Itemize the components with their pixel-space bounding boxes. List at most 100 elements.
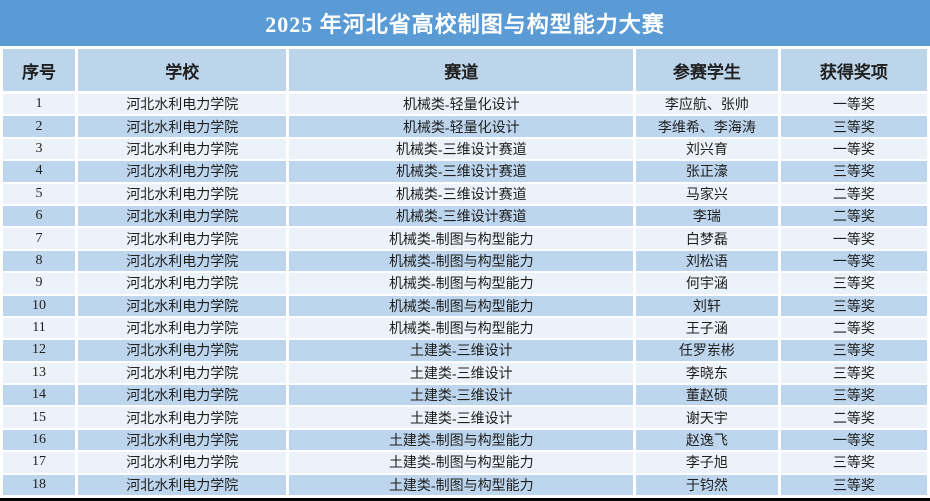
track-cell: 机械类-制图与构型能力: [287, 272, 637, 296]
row-number-cell: 18: [1, 473, 79, 496]
school-cell: 河北水利电力学院: [76, 384, 290, 408]
row-number-cell: 8: [1, 249, 79, 274]
table-row: 15 河北水利电力学院 土建类-三维设计 谢天宇 二等奖: [1, 406, 930, 430]
school-cell: 河北水利电力学院: [76, 272, 290, 296]
track-cell: 机械类-轻量化设计: [287, 115, 637, 139]
school-cell: 河北水利电力学院: [76, 92, 290, 117]
track-cell: 机械类-三维设计赛道: [287, 204, 637, 229]
award-cell: 一等奖: [779, 137, 930, 162]
table-row: 12 河北水利电力学院 土建类-三维设计 任罗岽彬 三等奖: [1, 339, 930, 363]
row-number-cell: 9: [1, 272, 79, 296]
table-row: 5 河北水利电力学院 机械类-三维设计赛道 马家兴 二等奖: [1, 182, 930, 206]
students-cell: 董赵硕: [634, 384, 781, 408]
row-number-cell: 4: [1, 160, 79, 184]
row-number-cell: 15: [1, 406, 79, 430]
students-cell: 刘兴育: [634, 137, 781, 162]
table-row: 10 河北水利电力学院 机械类-制图与构型能力 刘轩 三等奖: [1, 294, 930, 318]
award-cell: 三等奖: [779, 160, 930, 184]
students-cell: 李晓东: [634, 361, 781, 386]
column-header-award: 获得奖项: [779, 49, 930, 94]
track-cell: 机械类-制图与构型能力: [287, 316, 637, 341]
students-cell: 王子涵: [634, 316, 781, 341]
row-number-cell: 14: [1, 384, 79, 408]
students-cell: 刘松语: [634, 249, 781, 274]
students-cell: 马家兴: [634, 182, 781, 206]
award-cell: 三等奖: [779, 473, 930, 496]
table-row: 6 河北水利电力学院 机械类-三维设计赛道 李瑞 二等奖: [1, 204, 930, 229]
school-cell: 河北水利电力学院: [76, 137, 290, 162]
table-row: 11 河北水利电力学院 机械类-制图与构型能力 王子涵 二等奖: [1, 316, 930, 341]
row-number-cell: 1: [1, 92, 79, 117]
students-cell: 于钧然: [634, 473, 781, 496]
title-bar: 2025 年河北省高校制图与构型能力大赛: [0, 0, 930, 49]
row-number-cell: 3: [1, 137, 79, 162]
award-cell: 一等奖: [779, 92, 930, 117]
track-cell: 土建类-三维设计: [287, 361, 637, 386]
students-cell: 刘轩: [634, 294, 781, 318]
row-number-cell: 7: [1, 227, 79, 251]
row-number-cell: 2: [1, 115, 79, 139]
column-header-track: 赛道: [287, 49, 637, 94]
table-header: 序号 学校 赛道 参赛学生 获得奖项: [1, 49, 930, 94]
school-cell: 河北水利电力学院: [76, 316, 290, 341]
column-header-no: 序号: [1, 49, 79, 94]
table-row: 17 河北水利电力学院 土建类-制图与构型能力 李子旭 三等奖: [1, 451, 930, 475]
award-cell: 二等奖: [779, 316, 930, 341]
students-cell: 赵逸飞: [634, 428, 781, 453]
header-row: 序号 学校 赛道 参赛学生 获得奖项: [1, 49, 930, 94]
school-cell: 河北水利电力学院: [76, 204, 290, 229]
row-number-cell: 16: [1, 428, 79, 453]
award-cell: 三等奖: [779, 451, 930, 475]
row-number-cell: 11: [1, 316, 79, 341]
track-cell: 土建类-制图与构型能力: [287, 473, 637, 496]
table-row: 3 河北水利电力学院 机械类-三维设计赛道 刘兴育 一等奖: [1, 137, 930, 162]
students-cell: 任罗岽彬: [634, 339, 781, 363]
award-cell: 三等奖: [779, 115, 930, 139]
table-row: 13 河北水利电力学院 土建类-三维设计 李晓东 三等奖: [1, 361, 930, 386]
school-cell: 河北水利电力学院: [76, 182, 290, 206]
award-cell: 三等奖: [779, 361, 930, 386]
school-cell: 河北水利电力学院: [76, 294, 290, 318]
track-cell: 土建类-三维设计: [287, 406, 637, 430]
track-cell: 土建类-制图与构型能力: [287, 428, 637, 453]
school-cell: 河北水利电力学院: [76, 361, 290, 386]
row-number-cell: 12: [1, 339, 79, 363]
school-cell: 河北水利电力学院: [76, 451, 290, 475]
award-cell: 一等奖: [779, 428, 930, 453]
column-header-school: 学校: [76, 49, 290, 94]
award-cell: 三等奖: [779, 384, 930, 408]
track-cell: 机械类-轻量化设计: [287, 92, 637, 117]
table-row: 16 河北水利电力学院 土建类-制图与构型能力 赵逸飞 一等奖: [1, 428, 930, 453]
students-cell: 何宇涵: [634, 272, 781, 296]
award-cell: 二等奖: [779, 182, 930, 206]
table-row: 7 河北水利电力学院 机械类-制图与构型能力 白梦磊 一等奖: [1, 227, 930, 251]
table-row: 9 河北水利电力学院 机械类-制图与构型能力 何宇涵 三等奖: [1, 272, 930, 296]
award-cell: 一等奖: [779, 249, 930, 274]
table-row: 18 河北水利电力学院 土建类-制图与构型能力 于钧然 三等奖: [1, 473, 930, 496]
track-cell: 土建类-三维设计: [287, 384, 637, 408]
award-cell: 一等奖: [779, 227, 930, 251]
students-cell: 李维希、李海涛: [634, 115, 781, 139]
award-cell: 三等奖: [779, 294, 930, 318]
track-cell: 机械类-三维设计赛道: [287, 160, 637, 184]
award-cell: 三等奖: [779, 339, 930, 363]
page-title: 2025 年河北省高校制图与构型能力大赛: [265, 12, 665, 37]
school-cell: 河北水利电力学院: [76, 227, 290, 251]
results-table: 序号 学校 赛道 参赛学生 获得奖项 1 河北水利电力学院 机械类-轻量化设计 李应航…: [0, 49, 930, 496]
table-body: 1 河北水利电力学院 机械类-轻量化设计 李应航、张帅 一等奖 2 河北水利电力学院 机械类-…: [1, 92, 930, 496]
table-row: 1 河北水利电力学院 机械类-轻量化设计 李应航、张帅 一等奖: [1, 92, 930, 117]
column-header-students: 参赛学生: [634, 49, 781, 94]
table-row: 14 河北水利电力学院 土建类-三维设计 董赵硕 三等奖: [1, 384, 930, 408]
award-cell: 二等奖: [779, 204, 930, 229]
row-number-cell: 5: [1, 182, 79, 206]
track-cell: 土建类-制图与构型能力: [287, 451, 637, 475]
table-row: 2 河北水利电力学院 机械类-轻量化设计 李维希、李海涛 三等奖: [1, 115, 930, 139]
row-number-cell: 13: [1, 361, 79, 386]
track-cell: 机械类-制图与构型能力: [287, 249, 637, 274]
table-row: 4 河北水利电力学院 机械类-三维设计赛道 张正濠 三等奖: [1, 160, 930, 184]
track-cell: 机械类-制图与构型能力: [287, 294, 637, 318]
track-cell: 土建类-三维设计: [287, 339, 637, 363]
students-cell: 张正濠: [634, 160, 781, 184]
award-cell: 三等奖: [779, 272, 930, 296]
